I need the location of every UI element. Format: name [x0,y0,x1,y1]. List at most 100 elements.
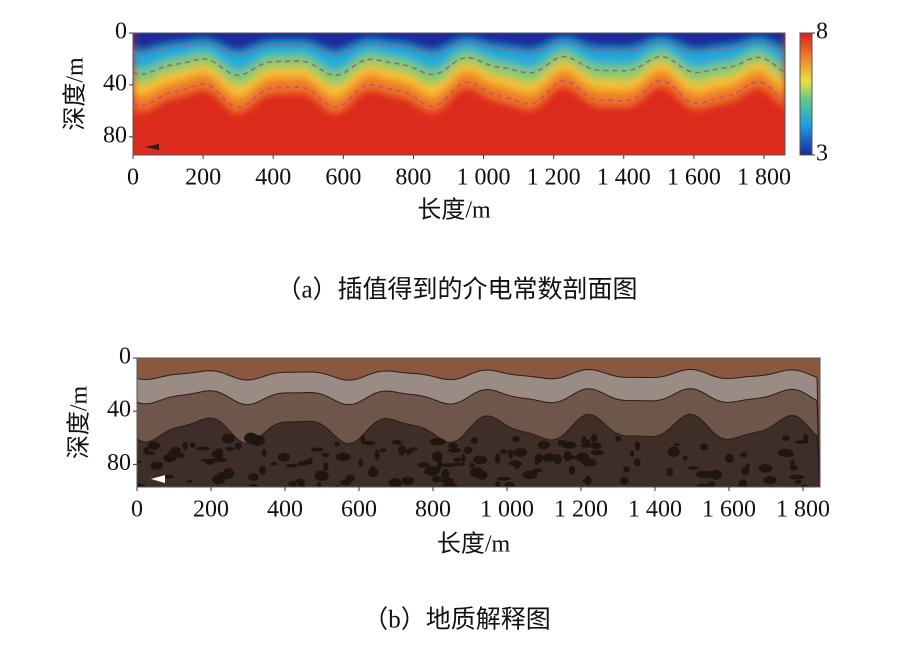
gravel [629,450,635,458]
gravel [388,478,402,487]
x-tick-label: 1 800 [737,165,791,191]
plot-frame [132,32,786,156]
caption: （b）地质解释图 [363,606,551,634]
gravel [423,470,437,475]
gravel [247,473,259,481]
gravel [794,479,802,484]
gravel [511,436,520,443]
gravel [499,449,508,455]
gravel [431,451,443,462]
gravel [673,443,680,447]
caption: （a）插值得到的介电常数剖面图 [276,276,637,304]
gravel [789,465,798,471]
gravel [699,443,709,450]
gravel [741,466,750,476]
gravel [417,462,430,468]
gravel [590,449,605,456]
gravel [321,453,330,458]
gravel [259,465,267,475]
field-layers [133,33,785,114]
x-tick-label: 0 [131,497,143,523]
gravel [778,448,793,458]
gravel [360,434,366,444]
x-tick-label: 800 [395,165,431,191]
gravel [303,459,309,464]
x-tick-label: 600 [325,165,361,191]
gravel [398,445,406,456]
gravel [620,476,629,485]
gravel [568,465,576,475]
gravel [221,433,235,444]
x-tick-label: 1 200 [527,165,581,191]
x-tick-label: 1 000 [480,497,534,523]
x-tick-label: 1 600 [667,165,721,191]
gravel [403,449,415,453]
plot-area [133,33,785,155]
gravel [738,479,748,487]
arrow-icon [145,144,159,150]
gravel [711,469,722,480]
x-tick-label: 800 [415,497,451,523]
gravel [576,452,590,462]
plot-area [137,358,820,487]
gravel [463,446,473,454]
gravel [552,454,562,465]
gravel [262,448,267,457]
gravel [532,468,543,473]
gravel [401,476,415,486]
x-tick-label: 1 400 [628,497,682,523]
gravel [177,452,185,459]
gravel [789,474,805,480]
gravel [277,452,291,462]
x-tick-label: 400 [255,165,291,191]
colorbar-tick-label: 3 [816,141,828,167]
gravel [522,470,538,480]
gravel [196,446,210,451]
gravel [379,448,387,453]
gravel [182,442,188,450]
gravel [507,449,514,459]
gravel [469,462,475,468]
y-axis-label: 深度/m [62,57,89,131]
gravel [781,435,790,441]
gravel [452,462,466,467]
x-axis-label: 长度/m [437,531,511,558]
x-tick-label: 1 000 [457,165,511,191]
gravel [590,434,598,443]
x-tick-label: 400 [267,497,303,523]
gravel [409,447,418,451]
gravel [472,455,488,465]
colorbar-tick-label: 8 [816,19,828,45]
gravel [200,458,215,462]
gravel [581,436,587,441]
gravel [623,466,631,473]
gravel [763,476,777,485]
gravel [429,437,446,446]
gravel [358,459,364,467]
gravel [432,475,442,483]
x-tick-label: 200 [193,497,229,523]
x-tick-label: 1 400 [597,165,651,191]
gravel [633,458,641,467]
gravel [297,480,305,487]
gravel [147,441,160,450]
gravel [701,470,714,479]
gravel [447,447,462,453]
gravel [513,447,528,457]
gravel [561,441,577,449]
gravel [334,441,340,447]
gravel [189,442,196,448]
gravel [725,453,734,463]
gravel [580,443,594,448]
gravel [137,460,142,464]
gravel [214,448,224,459]
gravel [476,470,488,480]
gravel [310,447,324,452]
gravel [508,460,523,467]
gravel [494,453,501,464]
gravel [696,483,710,487]
arrow-icon [151,475,165,483]
gravel [537,440,550,450]
gravel [335,452,351,462]
gravel [800,484,808,487]
